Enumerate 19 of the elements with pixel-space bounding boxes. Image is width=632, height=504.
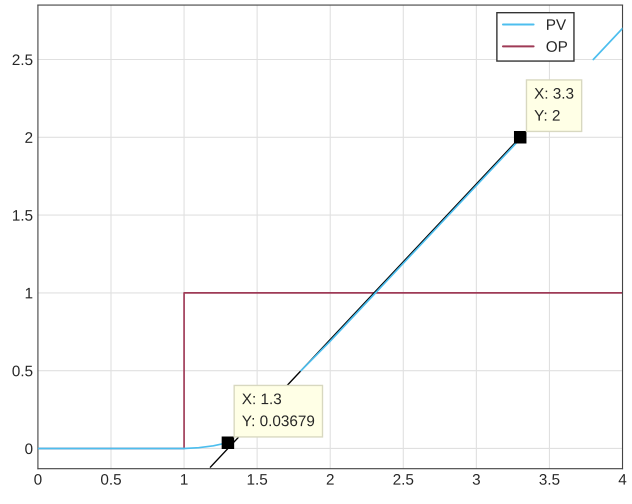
x-tick-label: 0.5 [100, 474, 121, 485]
x-tick-label: 4 [618, 474, 626, 485]
x-tick-label: 1.5 [248, 474, 268, 485]
x-tick-label: 1 [180, 474, 188, 485]
x-tick-label: 2 [326, 474, 334, 485]
annotation: X: 3.3 Y: 2 [534, 88, 574, 121]
legend-label: PV [547, 19, 566, 30]
x-tick-label: 3.5 [539, 474, 560, 485]
annotation: X: 1.3 Y: 0.03679 [242, 393, 314, 426]
x-tick-label: 3 [472, 474, 480, 485]
y-tick-label: 0 [25, 443, 32, 454]
y-tick-label: 2.5 [12, 54, 32, 66]
legend-label: OP [546, 41, 568, 52]
y-tick-label: 1 [26, 288, 32, 298]
y-tick-label: 1.5 [12, 210, 32, 221]
x-tick-label: 0 [34, 474, 42, 485]
y-tick-label: 0.5 [12, 366, 32, 376]
x-tick-label: 2.5 [393, 474, 414, 485]
y-tick-label: 2 [25, 132, 32, 143]
